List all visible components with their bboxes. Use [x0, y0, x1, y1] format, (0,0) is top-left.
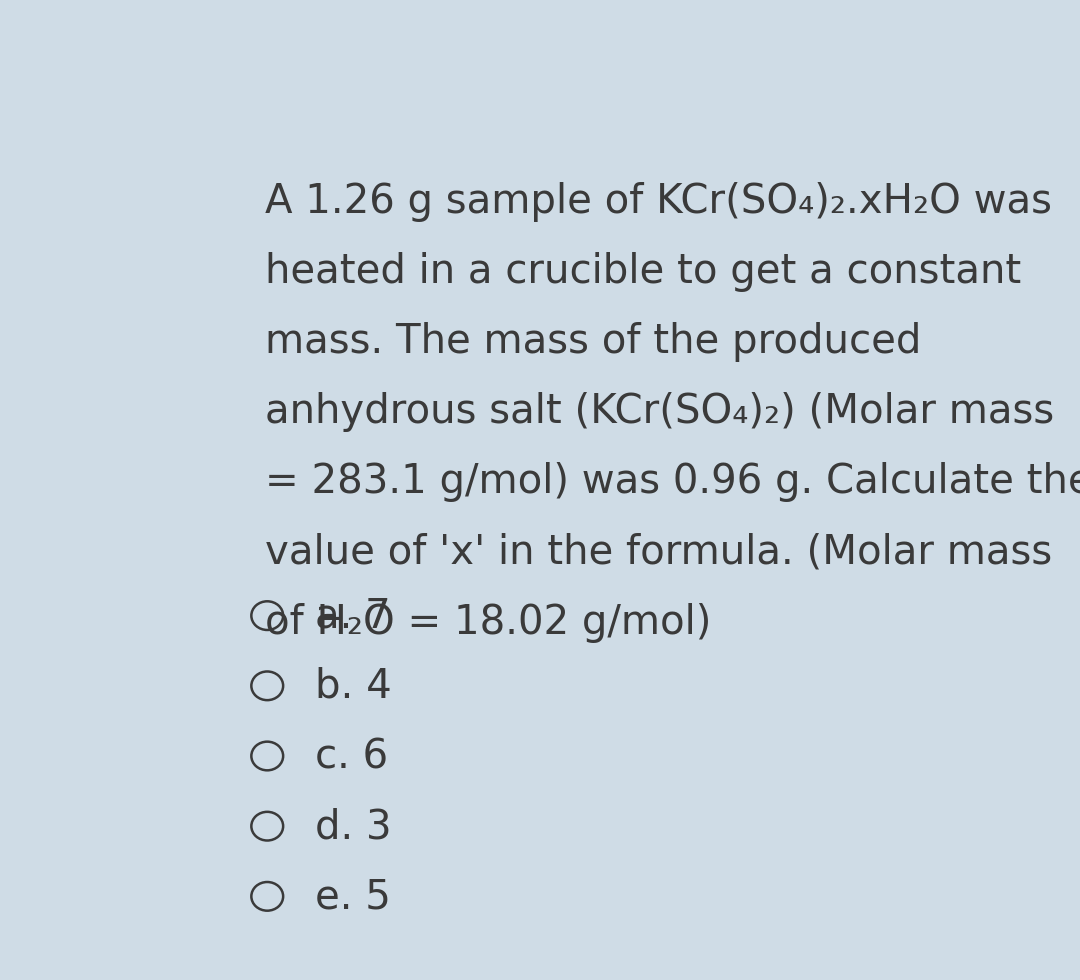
Text: value of 'x' in the formula. (Molar mass: value of 'x' in the formula. (Molar mass — [265, 532, 1052, 572]
Text: c. 6: c. 6 — [315, 737, 388, 777]
Text: d. 3: d. 3 — [315, 808, 392, 848]
Text: mass. The mass of the produced: mass. The mass of the produced — [265, 322, 921, 362]
Text: = 283.1 g/mol) was 0.96 g. Calculate the: = 283.1 g/mol) was 0.96 g. Calculate the — [265, 463, 1080, 503]
Text: e. 5: e. 5 — [315, 877, 391, 917]
Text: b. 4: b. 4 — [315, 667, 392, 707]
Text: A 1.26 g sample of KCr(SO₄)₂.xH₂O was: A 1.26 g sample of KCr(SO₄)₂.xH₂O was — [265, 181, 1052, 221]
Text: anhydrous salt (KCr(SO₄)₂) (Molar mass: anhydrous salt (KCr(SO₄)₂) (Molar mass — [265, 392, 1054, 432]
Text: a. 7: a. 7 — [315, 597, 391, 637]
Text: of H₂O = 18.02 g/mol): of H₂O = 18.02 g/mol) — [265, 603, 711, 643]
Text: heated in a crucible to get a constant: heated in a crucible to get a constant — [265, 252, 1021, 292]
